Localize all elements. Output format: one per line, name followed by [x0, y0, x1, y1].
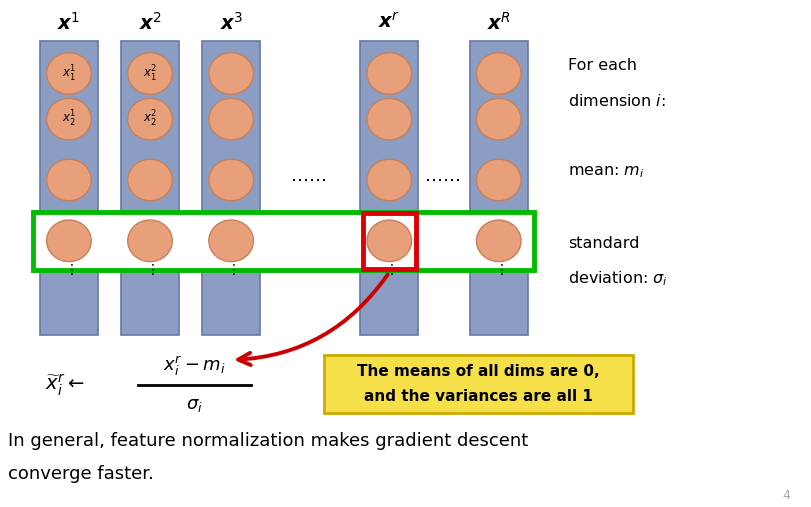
Ellipse shape: [367, 53, 411, 94]
Ellipse shape: [367, 98, 411, 140]
Ellipse shape: [128, 159, 173, 201]
Text: deviation: $\sigma_i$: deviation: $\sigma_i$: [568, 270, 667, 288]
Text: $\boldsymbol{x}^1$: $\boldsymbol{x}^1$: [58, 12, 80, 34]
Text: For each: For each: [568, 58, 637, 74]
Ellipse shape: [47, 53, 91, 94]
Bar: [40, 41, 98, 335]
Ellipse shape: [367, 220, 411, 262]
Text: $\sigma_i$: $\sigma_i$: [187, 395, 203, 414]
Text: 4: 4: [783, 489, 791, 502]
Text: $\vdots$: $\vdots$: [226, 262, 236, 277]
Text: and the variances are all 1: and the variances are all 1: [364, 389, 593, 404]
Bar: [33, 212, 534, 270]
Ellipse shape: [209, 53, 253, 94]
Ellipse shape: [209, 98, 253, 140]
Ellipse shape: [209, 220, 253, 262]
Text: $\vdots$: $\vdots$: [384, 262, 394, 277]
Ellipse shape: [477, 53, 521, 94]
Bar: [324, 355, 633, 413]
Bar: [470, 41, 528, 335]
Text: $\boldsymbol{x}^r$: $\boldsymbol{x}^r$: [379, 13, 400, 33]
Ellipse shape: [477, 98, 521, 140]
Text: $\vdots$: $\vdots$: [145, 262, 155, 277]
Text: The means of all dims are 0,: The means of all dims are 0,: [357, 364, 600, 379]
Ellipse shape: [128, 53, 173, 94]
Text: $x_1^2$: $x_1^2$: [143, 63, 157, 84]
Ellipse shape: [209, 159, 253, 201]
Text: dimension $i$:: dimension $i$:: [568, 93, 666, 110]
Text: mean: $m_i$: mean: $m_i$: [568, 165, 644, 180]
Text: In general, feature normalization makes gradient descent: In general, feature normalization makes …: [8, 432, 528, 450]
Text: $\boldsymbol{x}^2$: $\boldsymbol{x}^2$: [139, 12, 161, 34]
Text: $\boldsymbol{x}^R$: $\boldsymbol{x}^R$: [487, 12, 511, 34]
Bar: [360, 41, 418, 335]
Text: $\boldsymbol{x}^3$: $\boldsymbol{x}^3$: [220, 12, 242, 34]
Text: standard: standard: [568, 236, 639, 251]
Text: converge faster.: converge faster.: [8, 465, 154, 483]
Text: $\vdots$: $\vdots$: [494, 262, 504, 277]
Text: $\widetilde{x}_i^r \leftarrow$: $\widetilde{x}_i^r \leftarrow$: [45, 373, 84, 398]
Text: $x_1^1$: $x_1^1$: [62, 63, 76, 84]
Text: $\cdots\cdots$: $\cdots\cdots$: [424, 171, 460, 189]
Ellipse shape: [47, 220, 91, 262]
Text: $\vdots$: $\vdots$: [64, 262, 74, 277]
Ellipse shape: [128, 220, 173, 262]
Ellipse shape: [477, 220, 521, 262]
Bar: [363, 213, 416, 269]
Bar: [121, 41, 179, 335]
Ellipse shape: [47, 98, 91, 140]
Ellipse shape: [477, 159, 521, 201]
Ellipse shape: [367, 159, 411, 201]
Text: $\cdots\cdots$: $\cdots\cdots$: [290, 171, 326, 189]
Bar: [202, 41, 260, 335]
Ellipse shape: [128, 98, 173, 140]
Ellipse shape: [47, 159, 91, 201]
Text: $x_2^1$: $x_2^1$: [62, 109, 76, 129]
Text: $x_2^2$: $x_2^2$: [143, 109, 157, 129]
Text: $x_i^r - m_i$: $x_i^r - m_i$: [163, 354, 226, 378]
